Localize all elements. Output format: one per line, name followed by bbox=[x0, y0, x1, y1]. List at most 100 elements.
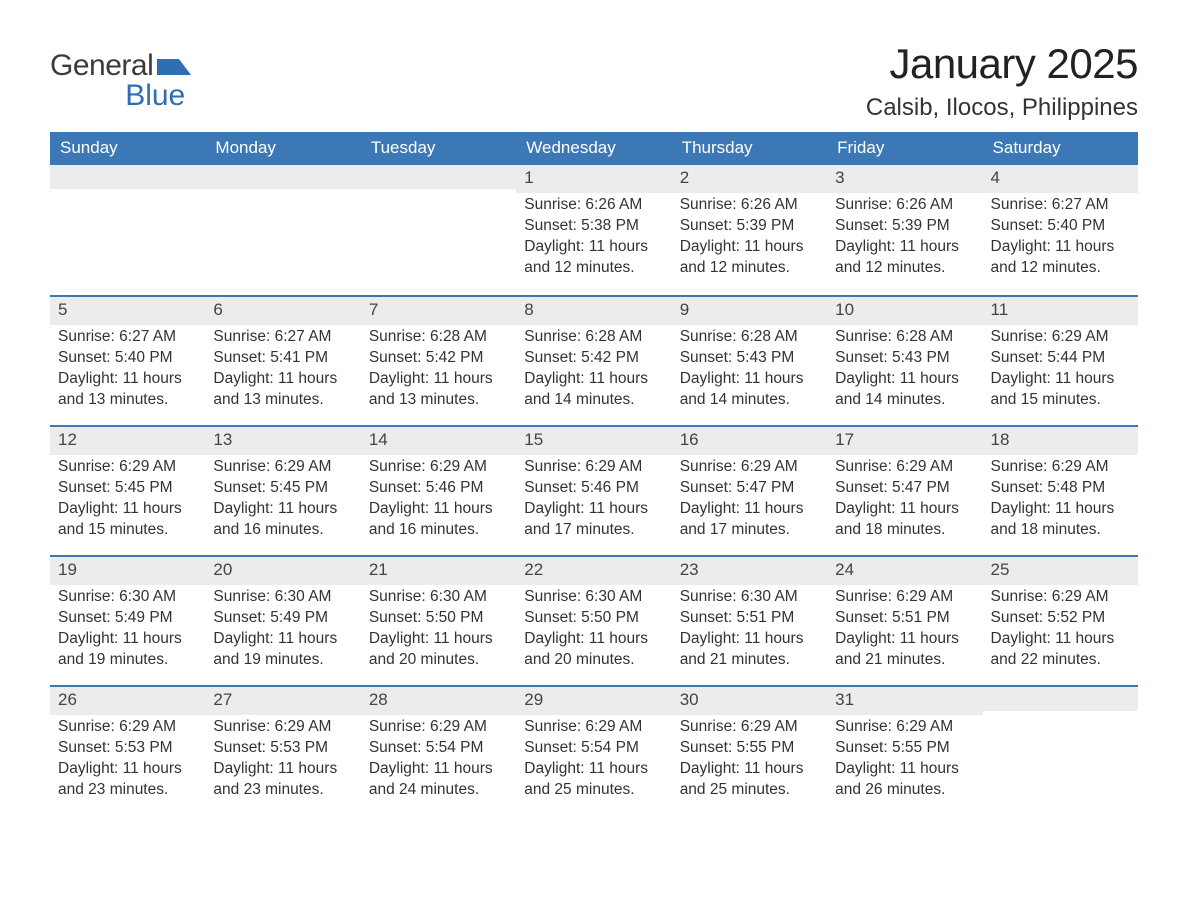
day-number: 6 bbox=[205, 297, 360, 325]
calendar-week: 12Sunrise: 6:29 AMSunset: 5:45 PMDayligh… bbox=[50, 425, 1138, 555]
sunset-line: Sunset: 5:43 PM bbox=[680, 348, 819, 369]
sunset-line: Sunset: 5:48 PM bbox=[991, 478, 1130, 499]
title-block: January 2025 Calsib, Ilocos, Philippines bbox=[866, 40, 1138, 122]
daylight-line: Daylight: 11 hours and 13 minutes. bbox=[213, 369, 352, 411]
daylight-line: Daylight: 11 hours and 22 minutes. bbox=[991, 629, 1130, 671]
calendar-week: 5Sunrise: 6:27 AMSunset: 5:40 PMDaylight… bbox=[50, 295, 1138, 425]
sunrise-line: Sunrise: 6:28 AM bbox=[680, 327, 819, 348]
day-body: Sunrise: 6:28 AMSunset: 5:42 PMDaylight:… bbox=[516, 325, 671, 425]
sunset-line: Sunset: 5:45 PM bbox=[213, 478, 352, 499]
daylight-line: Daylight: 11 hours and 25 minutes. bbox=[524, 759, 663, 801]
sunset-line: Sunset: 5:45 PM bbox=[58, 478, 197, 499]
day-body: Sunrise: 6:29 AMSunset: 5:52 PMDaylight:… bbox=[983, 585, 1138, 685]
calendar-page: General Blue January 2025 Calsib, Ilocos… bbox=[0, 0, 1188, 865]
sunrise-line: Sunrise: 6:27 AM bbox=[58, 327, 197, 348]
day-body: Sunrise: 6:28 AMSunset: 5:43 PMDaylight:… bbox=[827, 325, 982, 425]
day-body: Sunrise: 6:26 AMSunset: 5:38 PMDaylight:… bbox=[516, 193, 671, 293]
sunrise-line: Sunrise: 6:29 AM bbox=[58, 717, 197, 738]
day-body bbox=[50, 189, 205, 205]
dow-cell: Tuesday bbox=[361, 132, 516, 165]
day-number: 14 bbox=[361, 427, 516, 455]
daylight-line: Daylight: 11 hours and 12 minutes. bbox=[835, 237, 974, 279]
daylight-line: Daylight: 11 hours and 17 minutes. bbox=[524, 499, 663, 541]
calendar-day bbox=[983, 687, 1138, 815]
day-number: 29 bbox=[516, 687, 671, 715]
dow-cell: Wednesday bbox=[516, 132, 671, 165]
sunrise-line: Sunrise: 6:30 AM bbox=[524, 587, 663, 608]
sunset-line: Sunset: 5:51 PM bbox=[835, 608, 974, 629]
day-number: 10 bbox=[827, 297, 982, 325]
sunset-line: Sunset: 5:46 PM bbox=[524, 478, 663, 499]
calendar-day: 30Sunrise: 6:29 AMSunset: 5:55 PMDayligh… bbox=[672, 687, 827, 815]
calendar-week: 19Sunrise: 6:30 AMSunset: 5:49 PMDayligh… bbox=[50, 555, 1138, 685]
logo-top-line: General bbox=[50, 50, 191, 82]
day-number: 31 bbox=[827, 687, 982, 715]
day-body bbox=[983, 711, 1138, 727]
sunrise-line: Sunrise: 6:28 AM bbox=[369, 327, 508, 348]
sunrise-line: Sunrise: 6:28 AM bbox=[524, 327, 663, 348]
day-number: 30 bbox=[672, 687, 827, 715]
day-body: Sunrise: 6:30 AMSunset: 5:51 PMDaylight:… bbox=[672, 585, 827, 685]
sunset-line: Sunset: 5:55 PM bbox=[680, 738, 819, 759]
day-number: 20 bbox=[205, 557, 360, 585]
calendar-week: 1Sunrise: 6:26 AMSunset: 5:38 PMDaylight… bbox=[50, 165, 1138, 295]
day-number: 19 bbox=[50, 557, 205, 585]
sunset-line: Sunset: 5:53 PM bbox=[58, 738, 197, 759]
sunrise-line: Sunrise: 6:29 AM bbox=[835, 457, 974, 478]
daylight-line: Daylight: 11 hours and 13 minutes. bbox=[369, 369, 508, 411]
calendar-day: 22Sunrise: 6:30 AMSunset: 5:50 PMDayligh… bbox=[516, 557, 671, 685]
dow-cell: Monday bbox=[205, 132, 360, 165]
day-number: 3 bbox=[827, 165, 982, 193]
calendar-day: 11Sunrise: 6:29 AMSunset: 5:44 PMDayligh… bbox=[983, 297, 1138, 425]
day-body: Sunrise: 6:30 AMSunset: 5:49 PMDaylight:… bbox=[205, 585, 360, 685]
day-body: Sunrise: 6:27 AMSunset: 5:41 PMDaylight:… bbox=[205, 325, 360, 425]
calendar-day: 2Sunrise: 6:26 AMSunset: 5:39 PMDaylight… bbox=[672, 165, 827, 295]
sunrise-line: Sunrise: 6:28 AM bbox=[835, 327, 974, 348]
sunset-line: Sunset: 5:42 PM bbox=[369, 348, 508, 369]
sunrise-line: Sunrise: 6:29 AM bbox=[213, 717, 352, 738]
day-body: Sunrise: 6:27 AMSunset: 5:40 PMDaylight:… bbox=[50, 325, 205, 425]
day-number bbox=[50, 165, 205, 189]
calendar-day: 17Sunrise: 6:29 AMSunset: 5:47 PMDayligh… bbox=[827, 427, 982, 555]
sunrise-line: Sunrise: 6:27 AM bbox=[213, 327, 352, 348]
daylight-line: Daylight: 11 hours and 16 minutes. bbox=[369, 499, 508, 541]
page-header: General Blue January 2025 Calsib, Ilocos… bbox=[50, 40, 1138, 122]
days-of-week-header: SundayMondayTuesdayWednesdayThursdayFrid… bbox=[50, 132, 1138, 165]
day-body: Sunrise: 6:26 AMSunset: 5:39 PMDaylight:… bbox=[827, 193, 982, 293]
day-body: Sunrise: 6:29 AMSunset: 5:45 PMDaylight:… bbox=[50, 455, 205, 555]
calendar-day: 25Sunrise: 6:29 AMSunset: 5:52 PMDayligh… bbox=[983, 557, 1138, 685]
sunrise-line: Sunrise: 6:29 AM bbox=[213, 457, 352, 478]
sunset-line: Sunset: 5:43 PM bbox=[835, 348, 974, 369]
calendar-day: 1Sunrise: 6:26 AMSunset: 5:38 PMDaylight… bbox=[516, 165, 671, 295]
sunrise-line: Sunrise: 6:29 AM bbox=[369, 457, 508, 478]
day-number bbox=[361, 165, 516, 189]
daylight-line: Daylight: 11 hours and 12 minutes. bbox=[991, 237, 1130, 279]
daylight-line: Daylight: 11 hours and 15 minutes. bbox=[991, 369, 1130, 411]
daylight-line: Daylight: 11 hours and 18 minutes. bbox=[835, 499, 974, 541]
calendar-day: 13Sunrise: 6:29 AMSunset: 5:45 PMDayligh… bbox=[205, 427, 360, 555]
day-number: 9 bbox=[672, 297, 827, 325]
day-number: 5 bbox=[50, 297, 205, 325]
sunrise-line: Sunrise: 6:26 AM bbox=[835, 195, 974, 216]
sunset-line: Sunset: 5:39 PM bbox=[835, 216, 974, 237]
calendar-day: 10Sunrise: 6:28 AMSunset: 5:43 PMDayligh… bbox=[827, 297, 982, 425]
calendar-day: 9Sunrise: 6:28 AMSunset: 5:43 PMDaylight… bbox=[672, 297, 827, 425]
day-body: Sunrise: 6:29 AMSunset: 5:47 PMDaylight:… bbox=[672, 455, 827, 555]
calendar-day: 29Sunrise: 6:29 AMSunset: 5:54 PMDayligh… bbox=[516, 687, 671, 815]
calendar-day: 23Sunrise: 6:30 AMSunset: 5:51 PMDayligh… bbox=[672, 557, 827, 685]
daylight-line: Daylight: 11 hours and 12 minutes. bbox=[680, 237, 819, 279]
sunrise-line: Sunrise: 6:29 AM bbox=[991, 327, 1130, 348]
day-number: 12 bbox=[50, 427, 205, 455]
calendar-day: 14Sunrise: 6:29 AMSunset: 5:46 PMDayligh… bbox=[361, 427, 516, 555]
sunrise-line: Sunrise: 6:29 AM bbox=[835, 587, 974, 608]
daylight-line: Daylight: 11 hours and 25 minutes. bbox=[680, 759, 819, 801]
day-number: 26 bbox=[50, 687, 205, 715]
sunrise-line: Sunrise: 6:26 AM bbox=[680, 195, 819, 216]
day-body: Sunrise: 6:29 AMSunset: 5:45 PMDaylight:… bbox=[205, 455, 360, 555]
day-body: Sunrise: 6:28 AMSunset: 5:43 PMDaylight:… bbox=[672, 325, 827, 425]
day-number: 7 bbox=[361, 297, 516, 325]
calendar-grid: SundayMondayTuesdayWednesdayThursdayFrid… bbox=[50, 132, 1138, 815]
calendar-day: 24Sunrise: 6:29 AMSunset: 5:51 PMDayligh… bbox=[827, 557, 982, 685]
sunset-line: Sunset: 5:47 PM bbox=[835, 478, 974, 499]
dow-cell: Friday bbox=[827, 132, 982, 165]
